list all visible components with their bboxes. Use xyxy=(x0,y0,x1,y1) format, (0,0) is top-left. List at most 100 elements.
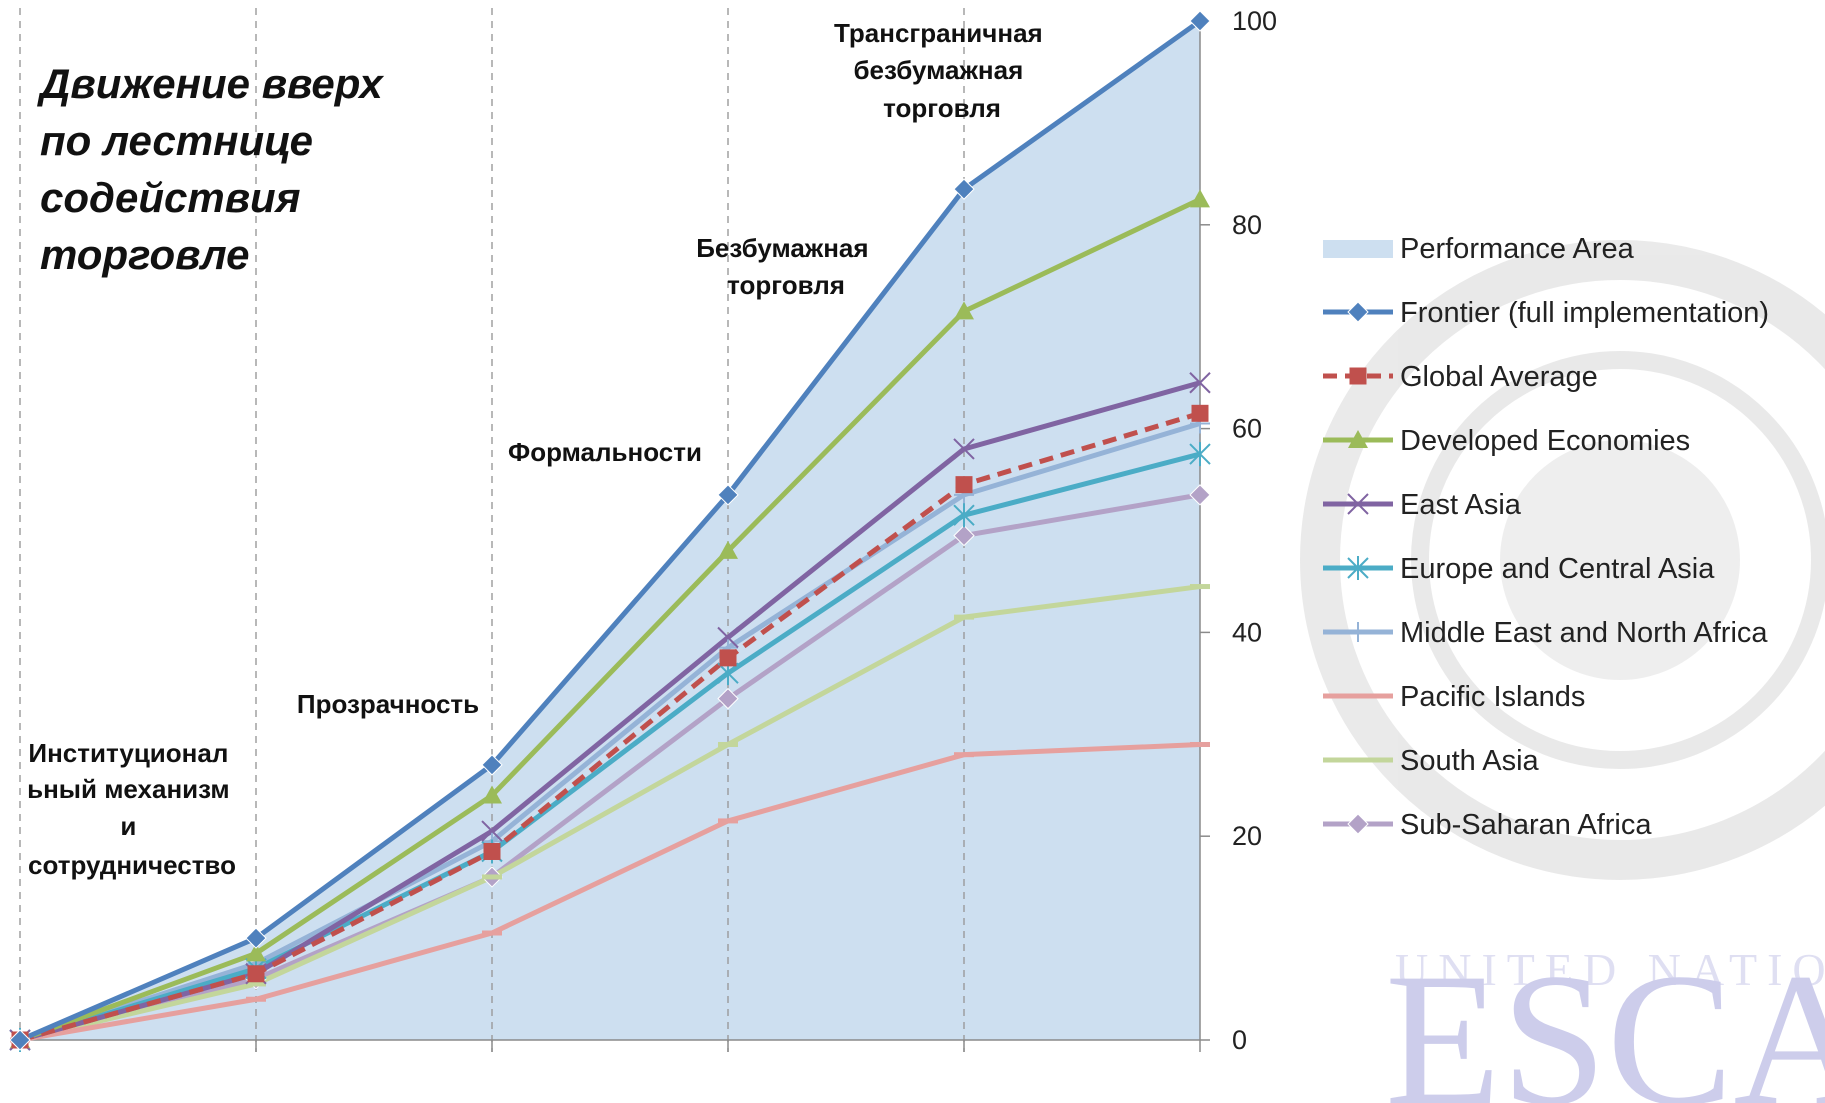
performance-area-layer xyxy=(20,21,1200,1040)
legend-marker-4 xyxy=(1347,556,1369,580)
series-7-point-3 xyxy=(718,741,738,747)
series-line-1 xyxy=(19,410,1201,1043)
series-6-point-3 xyxy=(718,818,738,824)
series-2-point-1 xyxy=(246,943,266,962)
legend-label-3: East Asia xyxy=(1400,489,1522,521)
legend-label-area: Performance Area xyxy=(1400,233,1635,265)
series-3-point-5 xyxy=(1189,372,1211,394)
performance-area xyxy=(20,21,1200,1040)
series-line-0 xyxy=(19,18,1202,1043)
y-tick-label-60: 60 xyxy=(1232,414,1262,444)
stage-label-3: Формальности xyxy=(508,437,702,467)
y-axis-ticks: 0 20 40 60 80 100 xyxy=(1232,6,1277,1055)
legend-label-0: Frontier (full implementation) xyxy=(1400,297,1769,329)
series-1-point-3 xyxy=(719,649,737,667)
series-line-6 xyxy=(19,741,1201,1043)
stage-label-4: Безбумажная торговля xyxy=(696,233,876,300)
series-4-point-5 xyxy=(1189,442,1211,467)
y-tick-label-100: 100 xyxy=(1232,6,1277,36)
series-0-point-5 xyxy=(1189,10,1211,32)
legend: Performance Area Frontier (full implement… xyxy=(1323,233,1769,841)
series-3-point-2 xyxy=(481,820,503,842)
watermark-escap: ESCAP xyxy=(1385,935,1825,1103)
legend-label-6: Pacific Islands xyxy=(1400,681,1585,713)
series-2-point-4 xyxy=(954,301,974,320)
title-line-2: по лестнице xyxy=(40,117,313,164)
series-0-point-4 xyxy=(953,178,975,200)
legend-label-4: Europe and Central Asia xyxy=(1400,553,1715,585)
series-0-point-1 xyxy=(245,927,267,949)
series-3-point-4 xyxy=(953,438,975,460)
series-0-point-2 xyxy=(481,754,503,776)
series-0-point-3 xyxy=(717,484,739,506)
legend-marker-3 xyxy=(1347,493,1369,515)
series-6-point-5 xyxy=(1190,741,1210,747)
series-1-point-1 xyxy=(247,965,265,983)
series-line-4 xyxy=(19,451,1201,1043)
stage-5-line-1: Трансграничная xyxy=(834,18,1043,48)
legend-label-8: Sub-Saharan Africa xyxy=(1400,809,1652,841)
un-emblem-watermark: UNITED NATIONS ESCAP xyxy=(1300,240,1825,1103)
series-markers-layer xyxy=(9,10,1211,1052)
stage-1-line-1: Институционал xyxy=(28,738,228,768)
stage-label-1: Институционал ьный механизм и сотрудниче… xyxy=(27,738,237,880)
series-4-point-4 xyxy=(953,503,975,528)
legend-marker-7 xyxy=(1348,757,1368,763)
series-6-point-4 xyxy=(954,752,974,758)
legend-label-7: South Asia xyxy=(1400,745,1540,777)
stage-3-line-1: Формальности xyxy=(508,437,702,467)
legend-label-5: Middle East and North Africa xyxy=(1400,617,1768,649)
series-8-point-3 xyxy=(717,687,739,710)
series-line-2 xyxy=(19,197,1202,1043)
stage-2-line-1: Прозрачность xyxy=(297,689,479,719)
title-line-4: торговле xyxy=(40,231,249,278)
legend-marker-0 xyxy=(1347,301,1369,323)
stage-1-line-2: ьный механизм xyxy=(27,774,230,804)
series-0-point-0 xyxy=(9,1029,31,1051)
series-6-point-1 xyxy=(246,996,266,1002)
stage-4-line-1: Безбумажная xyxy=(696,233,868,263)
series-line-5 xyxy=(19,421,1201,1043)
y-tick-label-0: 0 xyxy=(1232,1025,1247,1055)
legend-marker-8 xyxy=(1347,813,1369,835)
stage-5-line-3: торговля xyxy=(883,93,1001,123)
emblem-ring-inner xyxy=(1411,351,1825,769)
series-line-7 xyxy=(19,584,1201,1043)
series-1-point-4 xyxy=(955,476,973,494)
stage-1-line-3: и xyxy=(120,811,136,841)
series-7-point-1 xyxy=(246,981,266,987)
emblem-globe xyxy=(1500,440,1740,680)
series-2-point-3 xyxy=(718,540,738,559)
y-tick-label-80: 80 xyxy=(1232,210,1262,240)
series-7-point-2 xyxy=(482,874,502,880)
stage-label-2: Прозрачность xyxy=(297,689,479,719)
series-8-point-5 xyxy=(1189,484,1211,506)
series-6-point-2 xyxy=(482,930,502,936)
stage-label-5: Трансграничная безбумажная торговля xyxy=(834,18,1050,123)
legend-marker-1 xyxy=(1349,367,1367,385)
stage-5-line-2: безбумажная xyxy=(854,55,1024,85)
legend-marker-5 xyxy=(1348,622,1368,642)
legend-marker-2 xyxy=(1348,430,1368,448)
emblem-ring-outer xyxy=(1300,240,1825,880)
legend-label-2: Developed Economies xyxy=(1400,425,1690,457)
chart-title: Движение вверх по лестнице содействия то… xyxy=(37,60,394,278)
series-3-point-3 xyxy=(717,626,739,649)
title-line-3: содействия xyxy=(40,174,300,221)
series-7-point-5 xyxy=(1190,584,1210,590)
y-tick-label-40: 40 xyxy=(1232,617,1262,647)
watermark-un: UNITED NATIONS xyxy=(1395,944,1825,995)
title-line-1: Движение вверх xyxy=(37,60,384,107)
series-2-point-2 xyxy=(482,785,502,804)
series-lines-layer xyxy=(19,18,1202,1043)
legend-swatch-area xyxy=(1323,240,1393,258)
series-1-point-5 xyxy=(1191,404,1209,422)
y-tick-label-20: 20 xyxy=(1232,821,1262,851)
legend-label-1: Global Average xyxy=(1400,361,1598,393)
legend-marker-6 xyxy=(1348,693,1368,699)
series-line-8 xyxy=(19,492,1201,1043)
stage-1-line-4: сотрудничество xyxy=(28,850,236,880)
series-1-point-2 xyxy=(483,842,501,860)
series-8-point-4 xyxy=(953,524,975,547)
series-7-point-4 xyxy=(954,614,974,620)
